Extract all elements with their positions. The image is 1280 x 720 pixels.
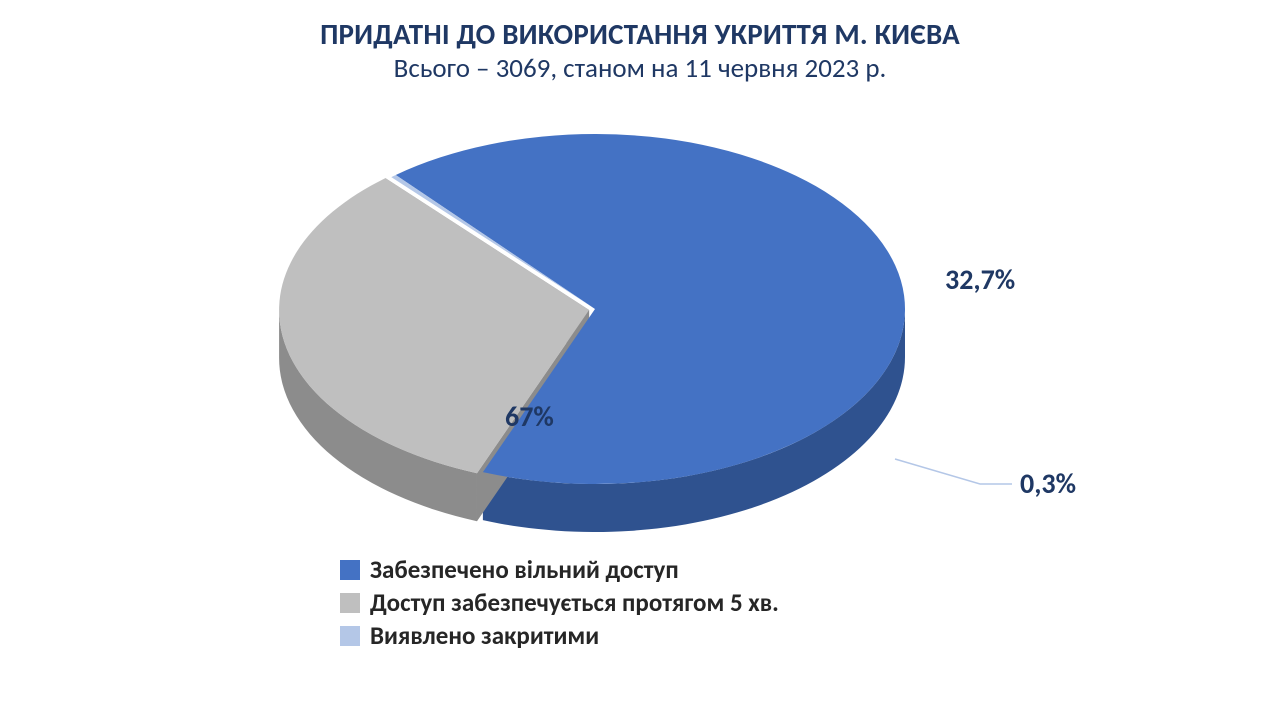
legend-swatch-2 xyxy=(340,626,360,646)
legend: Забезпечено вільний доступ Доступ забезп… xyxy=(0,554,1280,651)
legend-item-1: Доступ забезпечується протягом 5 хв. xyxy=(340,587,779,618)
slice-label-1: 32,7% xyxy=(945,262,1015,297)
legend-swatch-0 xyxy=(340,560,360,580)
chart-subtitle: Всього – 3069, станом на 11 червня 2023 … xyxy=(0,53,1280,84)
chart-title: ПРИДАТНІ ДО ВИКОРИСТАННЯ УКРИТТЯ М. КИЄВ… xyxy=(0,18,1280,51)
legend-text-2: Виявлено закритими xyxy=(370,620,599,651)
title-block: ПРИДАТНІ ДО ВИКОРИСТАННЯ УКРИТТЯ М. КИЄВ… xyxy=(0,0,1280,84)
legend-text-0: Забезпечено вільний доступ xyxy=(370,554,679,585)
legend-item-0: Забезпечено вільний доступ xyxy=(340,554,679,585)
pie-svg xyxy=(0,84,1280,554)
slice-label-0: 67% xyxy=(505,399,554,434)
slice-label-2: 0,3% xyxy=(1020,466,1076,501)
pie-chart: 67% 32,7% 0,3% xyxy=(0,84,1280,554)
legend-swatch-1 xyxy=(340,593,360,613)
legend-item-2: Виявлено закритими xyxy=(340,620,599,651)
legend-text-1: Доступ забезпечується протягом 5 хв. xyxy=(370,587,779,618)
